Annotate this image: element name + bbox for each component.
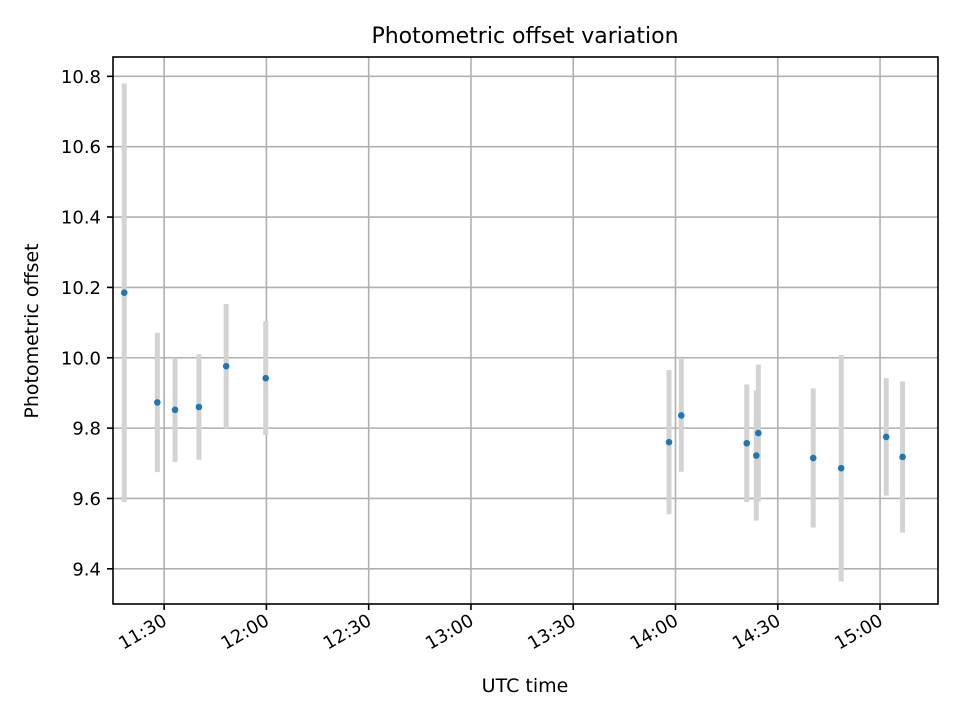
data-point — [882, 433, 890, 441]
y-tick-label: 10.8 — [61, 67, 101, 88]
y-tick-label: 9.4 — [72, 559, 101, 580]
grid-lines — [113, 57, 938, 604]
data-points — [120, 289, 906, 472]
data-point — [755, 429, 762, 437]
data-point — [677, 412, 685, 419]
data-point — [171, 406, 179, 414]
chart-title: Photometric offset variation — [371, 24, 678, 49]
data-point — [743, 439, 751, 447]
data-point — [899, 453, 906, 461]
y-axis-label: Photometric offset — [21, 243, 43, 418]
data-point — [195, 403, 203, 411]
y-tick-label: 10.2 — [61, 278, 101, 299]
x-axis-label: UTC time — [482, 675, 569, 697]
data-point — [120, 289, 128, 296]
y-tick-label: 10.0 — [61, 348, 101, 369]
y-tick-label: 10.6 — [61, 137, 101, 158]
data-point — [154, 399, 161, 406]
data-point — [665, 438, 673, 446]
data-point — [809, 454, 817, 462]
data-point — [222, 362, 230, 370]
data-point — [752, 452, 760, 459]
y-tick-label: 9.8 — [72, 419, 101, 440]
data-point — [262, 374, 270, 382]
y-tick-label: 9.6 — [72, 489, 101, 510]
plot-frame — [112, 56, 939, 605]
y-axis-ticks: 9.4 9.6 9.8 10.0 10.2 10.4 10.6 10.8 — [61, 67, 113, 580]
data-point — [837, 464, 845, 472]
y-tick-label: 10.4 — [61, 208, 101, 229]
